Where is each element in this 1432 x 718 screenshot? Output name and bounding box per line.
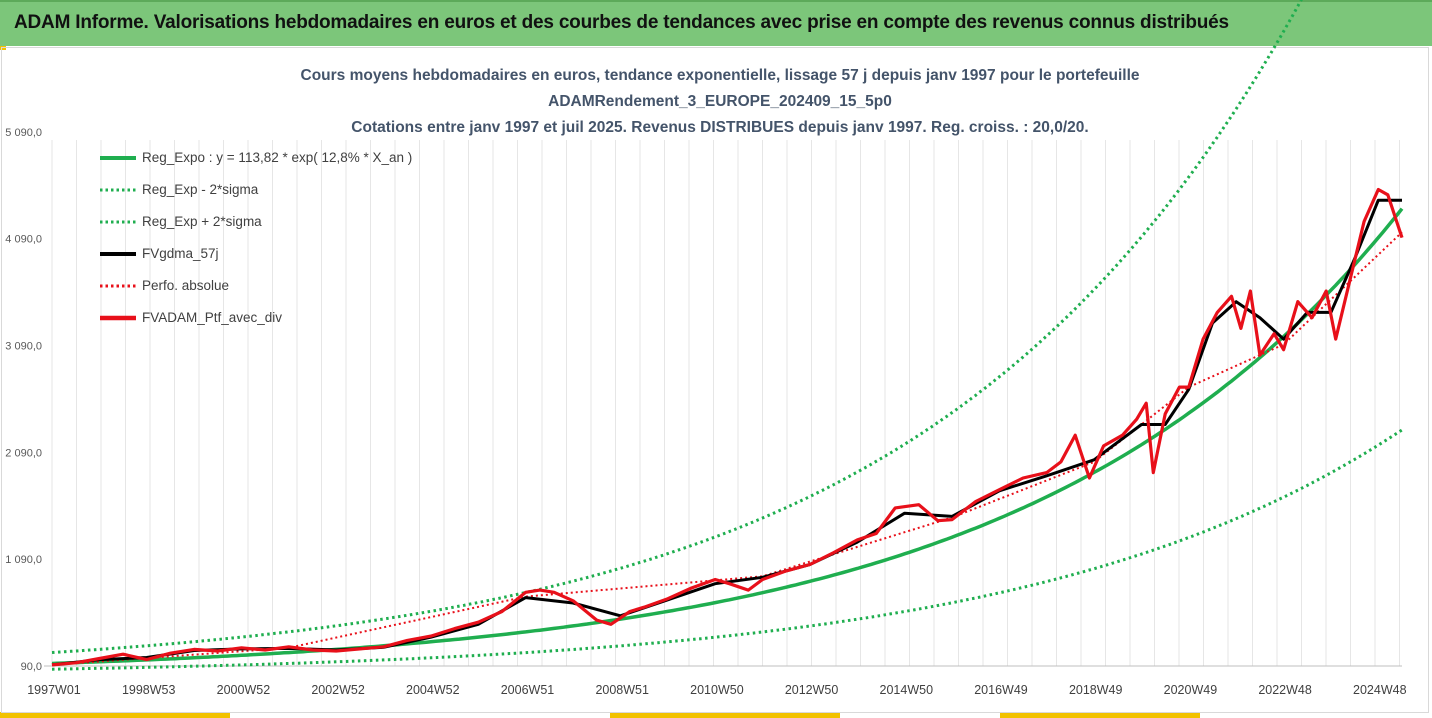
chart-title-line-3: Cotations entre janv 1997 et juil 2025. … (351, 119, 1089, 136)
x-tick-label: 2022W48 (1258, 683, 1312, 697)
x-tick-label: 2010W50 (690, 683, 744, 697)
x-tick-label: 2014W50 (880, 683, 934, 697)
x-axis: 1997W01 1998W53 2000W52 2002W52 2004W52 2006W… (27, 665, 1407, 697)
y-tick-label: 1 090,0 (5, 554, 42, 566)
series-fvadam-ptf (51, 187, 1404, 667)
legend-label-portfolio: FVADAM_Ptf_avec_div (142, 310, 283, 325)
chart-title-line-2: ADAMRendement_3_EUROPE_202409_15_5p0 (548, 93, 892, 110)
y-tick-label: 5 090,0 (5, 127, 42, 139)
series-lower-band (51, 428, 1403, 671)
x-tick-label: 2012W50 (785, 683, 839, 697)
x-tick-label: 2008W51 (595, 683, 649, 697)
y-tick-label: 3 090,0 (5, 340, 42, 352)
x-tick-label: 2002W52 (311, 683, 365, 697)
accent-bar-bottom-mid (610, 712, 840, 718)
legend-swatch-perf (100, 284, 136, 288)
legend-swatch-portfolio (100, 315, 136, 321)
y-tick-label: 90,0 (21, 661, 42, 673)
legend-label-upper: Reg_Exp + 2*sigma (142, 214, 262, 229)
report-banner: ADAM Informe. Valorisations hebdomadaire… (0, 0, 1432, 46)
x-tick-label: 1997W01 (27, 683, 81, 697)
accent-bar-bottom-right (1000, 712, 1200, 718)
x-tick-label: 2018W49 (1069, 683, 1123, 697)
legend-swatch-trend (100, 156, 136, 160)
accent-bar-top (0, 46, 6, 50)
x-tick-label: 2024W48 (1353, 683, 1407, 697)
x-tick-label: 2020W49 (1164, 683, 1218, 697)
series-lines (51, 0, 1404, 671)
report-title: ADAM Informe. Valorisations hebdomadaire… (14, 12, 1229, 33)
chart-frame (1, 47, 1429, 713)
y-tick-label: 4 090,0 (5, 234, 42, 246)
series-fvgdma-57j (51, 198, 1402, 667)
legend-swatch-upper (100, 220, 136, 224)
chart-title-line-1: Cours moyens hebdomadaires en euros, ten… (300, 67, 1140, 84)
legend-swatch-sma (100, 252, 136, 256)
legend-label-sma: FVgdma_57j (142, 246, 219, 261)
y-axis: 90,0 1 090,0 2 090,0 3 090,0 4 090,0 5 090,0 (5, 127, 42, 673)
legend-label-trend: Reg_Expo : y = 113,82 * exp( 12,8% * X_a… (142, 150, 413, 165)
x-tick-label: 2006W51 (501, 683, 555, 697)
legend-swatch-lower (100, 188, 136, 192)
x-tick-label: 2004W52 (406, 683, 460, 697)
x-tick-label: 1998W53 (122, 683, 176, 697)
series-upper-band (51, 0, 1303, 654)
legend-label-lower: Reg_Exp - 2*sigma (142, 182, 259, 197)
series-regression-trend (51, 207, 1404, 666)
x-tick-label: 2000W52 (217, 683, 271, 697)
accent-bar-bottom-left (0, 712, 230, 718)
y-tick-label: 2 090,0 (5, 447, 42, 459)
x-tick-label: 2016W49 (974, 683, 1028, 697)
legend-label-perf: Perfo. absolue (142, 278, 230, 293)
